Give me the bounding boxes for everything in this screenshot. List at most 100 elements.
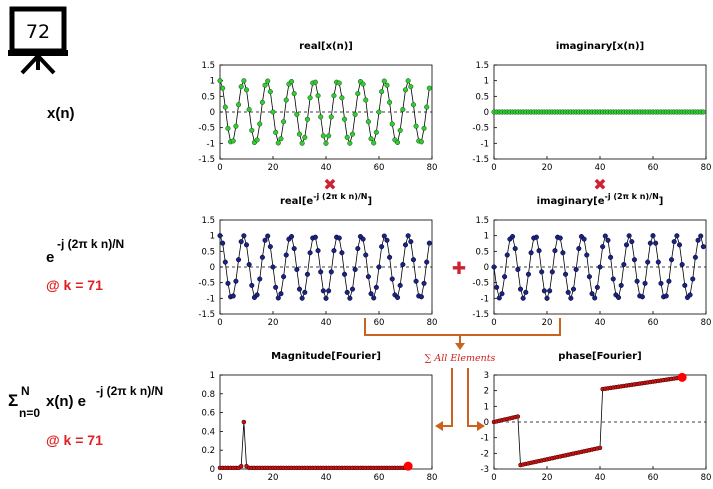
kernel-label: e -j (2π k n)/N: [46, 237, 124, 266]
data-point: [241, 78, 247, 84]
y-tick-label: -1: [481, 139, 489, 149]
data-point: [424, 259, 430, 265]
sum-connector-arrows: [364, 318, 561, 427]
data-point: [626, 233, 632, 239]
data-point: [376, 109, 382, 115]
plus-icon: ✚: [452, 259, 466, 278]
y-tick-label: 0: [210, 465, 215, 475]
data-point: [581, 236, 587, 242]
data-point: [496, 295, 502, 301]
data-point: [283, 252, 289, 258]
data-point: [259, 99, 265, 105]
data-point: [547, 288, 553, 294]
x-tick-label: 40: [321, 473, 332, 483]
data-point: [304, 271, 311, 277]
y-tick-label: -0.5: [198, 279, 215, 289]
data-point: [533, 234, 539, 240]
y-tick-label: -1.5: [198, 310, 215, 320]
data-point: [570, 286, 577, 292]
data-point: [515, 414, 521, 419]
data-point: [631, 257, 638, 263]
data-point: [655, 259, 661, 265]
sum-lower: n=0: [19, 406, 40, 420]
y-tick-label: 0.5: [475, 247, 489, 257]
data-point: [586, 274, 592, 280]
sum-all-elements-label: ∑ All Elements: [425, 353, 496, 364]
data-point: [376, 264, 382, 270]
data-point: [576, 246, 582, 252]
y-tick-label: 0.5: [201, 247, 215, 257]
data-point: [241, 233, 247, 239]
data-point: [687, 292, 693, 298]
data-point: [328, 269, 334, 275]
x-tick-label: 80: [427, 473, 438, 483]
data-point: [512, 246, 518, 252]
data-point: [243, 87, 250, 93]
x-tick-label: 20: [268, 163, 279, 173]
data-point: [246, 106, 252, 113]
data-point: [669, 257, 675, 263]
slide-number-board: 72: [8, 6, 68, 75]
x-tick-label: 0: [217, 473, 222, 483]
sum-exponent: -j (2π k n)/N: [96, 384, 163, 398]
x-tick-label: 80: [701, 473, 712, 483]
sum-label: Σ N n=0 x(n) e -j (2π k n)/N: [8, 384, 163, 420]
y-tick-label: 0.6: [201, 409, 215, 419]
data-point: [389, 276, 395, 282]
x-tick-label: 80: [701, 318, 712, 328]
data-point: [275, 295, 281, 301]
data-point: [265, 78, 271, 84]
plot-frame: [219, 374, 433, 470]
x-tick-label: 40: [321, 318, 332, 328]
data-point: [618, 282, 624, 288]
data-point: [296, 131, 303, 137]
data-point: [410, 102, 417, 108]
x-tick-label: 60: [374, 163, 385, 173]
y-tick-label: -0.5: [198, 124, 215, 134]
y-tick-label: 0.8: [201, 390, 215, 400]
data-point: [262, 82, 268, 88]
y-tick-label: 1: [210, 371, 215, 381]
data-point: [281, 274, 287, 280]
data-point: [262, 237, 268, 243]
data-point: [291, 246, 297, 252]
x-tick-label: 0: [217, 318, 222, 328]
data-point: [289, 78, 295, 85]
data-point: [418, 139, 424, 145]
y-tick-label: 1: [210, 232, 215, 242]
data-point: [379, 244, 385, 250]
data-point: [517, 286, 524, 292]
y-tick-label: -1: [481, 294, 489, 304]
data-point: [328, 114, 334, 120]
x-tick-label: 80: [427, 318, 438, 328]
data-point: [352, 266, 358, 273]
y-tick-label: -1: [207, 139, 215, 149]
data-point: [674, 233, 680, 239]
data-point: [647, 240, 653, 246]
data-point: [291, 91, 297, 97]
data-point: [349, 286, 356, 292]
data-point: [408, 239, 414, 245]
data-point: [355, 246, 361, 252]
sum-sigma: Σ: [8, 391, 18, 410]
plot-title: real[e-j (2π k n)/N]: [280, 192, 372, 207]
data-point: [273, 284, 279, 290]
data-point: [278, 291, 284, 297]
data-point: [222, 104, 228, 110]
data-point: [616, 294, 622, 301]
x-tick-label: 20: [268, 473, 279, 483]
y-tick-label: -2: [481, 449, 489, 459]
data-point: [289, 233, 295, 240]
data-point: [525, 271, 532, 277]
data-point: [544, 295, 550, 301]
data-point: [600, 244, 606, 250]
data-point: [339, 250, 345, 256]
x-tick-label: 0: [217, 163, 222, 173]
data-point: [230, 293, 236, 299]
data-point: [363, 252, 369, 258]
data-point: [395, 294, 401, 301]
data-point: [402, 242, 409, 248]
data-point: [230, 138, 236, 144]
data-point: [426, 85, 432, 91]
data-point: [225, 125, 231, 131]
